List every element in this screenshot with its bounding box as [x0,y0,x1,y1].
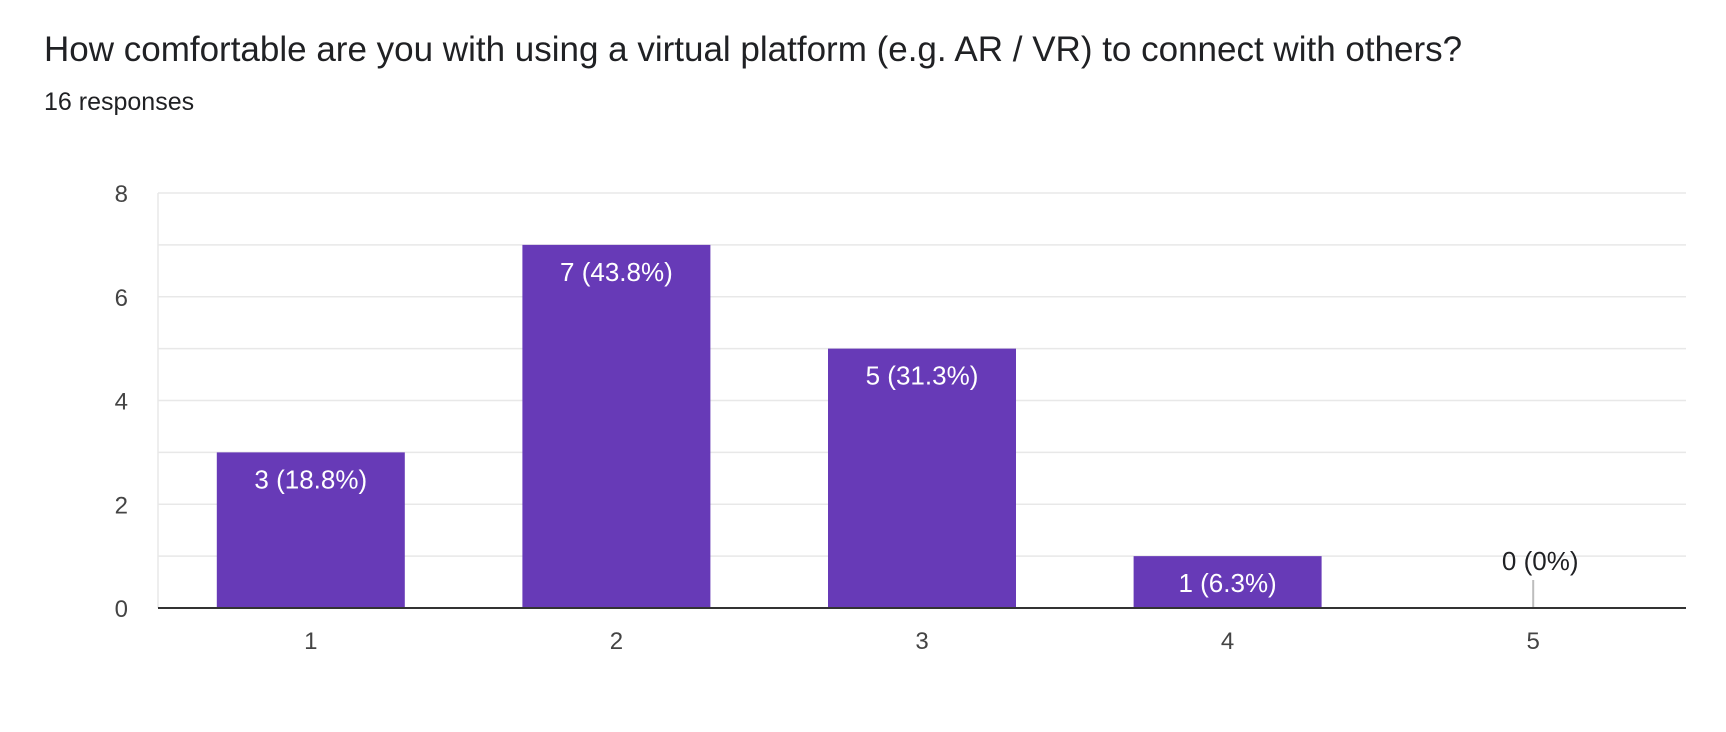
y-tick-label: 8 [115,181,128,208]
bar-data-label: 3 (18.8%) [254,464,367,494]
bar [1133,556,1322,608]
y-tick-label: 0 [115,596,128,623]
y-tick-label: 6 [115,285,128,312]
y-tick-label: 4 [115,389,128,416]
chart-bars [216,244,1535,608]
y-axis-ticks: 0 2 4 6 8 [115,181,128,623]
response-count: 16 responses [44,88,195,116]
bar [828,348,1016,608]
x-tick-label: 3 [915,628,928,655]
bar-data-label: 7 (43.8%) [560,257,673,287]
question-title: How comfortable are you with using a vir… [44,30,1463,69]
bar-data-labels: 3 (18.8%) 7 (43.8%) 5 (31.3%) 1 (6.3%) 0 (0%… [254,257,1578,598]
bar-data-label: 5 (31.3%) [866,361,979,391]
bar [522,244,711,608]
x-axis-ticks: 1 2 3 4 5 [304,628,1540,655]
x-tick-label: 4 [1221,628,1234,655]
bar-data-label: 0 (0%) [1502,546,1579,576]
bar [216,452,405,608]
x-tick-label: 2 [610,628,623,655]
x-tick-label: 5 [1527,628,1540,655]
x-tick-label: 1 [304,628,317,655]
y-tick-label: 2 [115,492,128,519]
bar-data-label: 1 (6.3%) [1178,568,1276,598]
